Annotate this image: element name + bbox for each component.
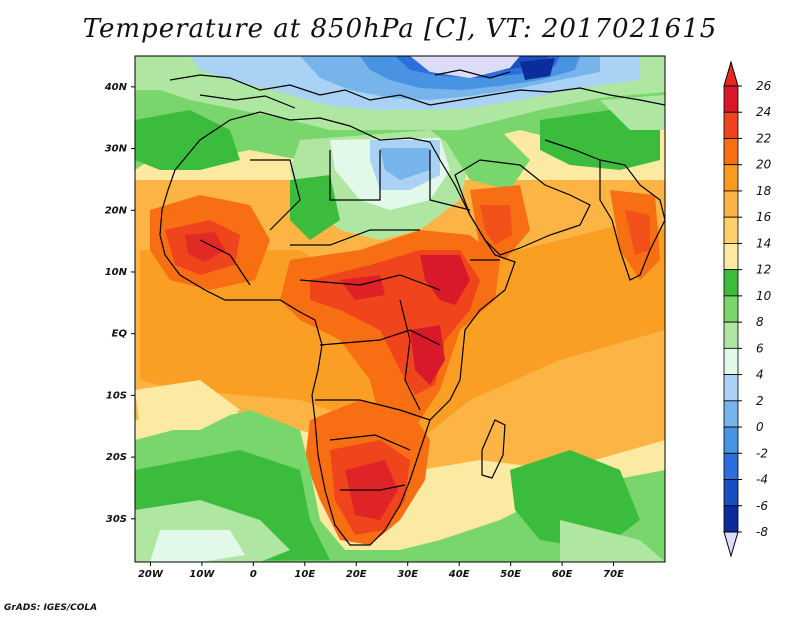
lon-tick-label: 10W	[189, 569, 215, 580]
colorbar-segment	[723, 347, 739, 375]
lon-tick-label: 50E	[500, 569, 521, 580]
colorbar-label: 26	[756, 79, 772, 93]
lat-tick-label: 20N	[105, 205, 128, 216]
colorbar-label: 10	[756, 289, 772, 303]
map-title: Temperature at 850hPa [C], VT: 201702161…	[82, 14, 718, 44]
colorbar-top-arrow	[723, 60, 739, 87]
colorbar-label: -4	[756, 473, 768, 487]
colorbar-segment	[723, 374, 739, 402]
lon-tick-label: 70E	[603, 569, 624, 580]
grads-credit: GrADS: IGES/COLA	[4, 603, 98, 613]
colorbar-label: 8	[756, 315, 764, 329]
colorbar-segment	[723, 190, 739, 218]
colorbar-segment	[723, 216, 739, 244]
colorbar-label: 24	[756, 105, 771, 119]
lat-tick-label: 40N	[104, 82, 128, 93]
coastlines	[159, 69, 665, 546]
colorbar-label: -8	[756, 525, 768, 539]
colorbar-segment	[723, 295, 739, 323]
colorbar-label: -6	[756, 499, 768, 513]
colorbar-segment	[723, 111, 739, 139]
lon-tick-label: 60E	[552, 569, 573, 580]
colorbar-segment	[723, 85, 739, 113]
colorbar-segment	[723, 479, 739, 507]
lat-tick-label: 30S	[106, 514, 127, 525]
lat-tick-label: EQ	[112, 329, 128, 340]
colorbar-label: 12	[756, 263, 771, 277]
colorbar-label: 2	[756, 394, 764, 408]
colorbar-bottom-arrow	[723, 531, 739, 558]
colorbar-label: 16	[756, 210, 772, 224]
map-axes: 20W 10W 0 10E 20E 30E 40E 50E 60E 70E 40N 30N 20N 10N…	[104, 82, 624, 580]
colorbar-label: 6	[756, 341, 764, 355]
colorbar-label: 4	[756, 368, 764, 382]
lon-tick-label: 20W	[138, 569, 164, 580]
colorbar-segment	[723, 426, 739, 454]
colorbar-segment	[723, 269, 739, 297]
colorbar-segment	[723, 505, 739, 533]
lat-tick-label: 20S	[106, 452, 127, 463]
colorbar-label: 18	[756, 184, 772, 198]
colorbar-segment	[723, 138, 739, 166]
colorbar-label: 0	[756, 420, 764, 434]
lon-tick-label: 30E	[397, 569, 418, 580]
colorbar-segment	[723, 400, 739, 428]
colorbar-label: -2	[756, 446, 768, 460]
lon-tick-label: 0	[250, 569, 257, 580]
lat-tick-label: 10N	[105, 267, 128, 278]
colorbar-segment	[723, 321, 739, 349]
temperature-field	[135, 56, 665, 562]
lat-tick-label: 30N	[105, 144, 128, 155]
lon-tick-label: 20E	[346, 569, 367, 580]
lat-tick-label: 10S	[106, 390, 127, 401]
lon-tick-label: 10E	[294, 569, 315, 580]
colorbar-segment	[723, 243, 739, 271]
colorbar-label: 22	[756, 131, 771, 145]
map-frame	[134, 55, 666, 563]
lon-tick-label: 40E	[448, 569, 470, 580]
colorbar-label: 14	[756, 236, 771, 250]
colorbar-segment	[723, 164, 739, 192]
colorbar-label: 20	[756, 158, 772, 172]
colorbar-segment	[723, 452, 739, 480]
